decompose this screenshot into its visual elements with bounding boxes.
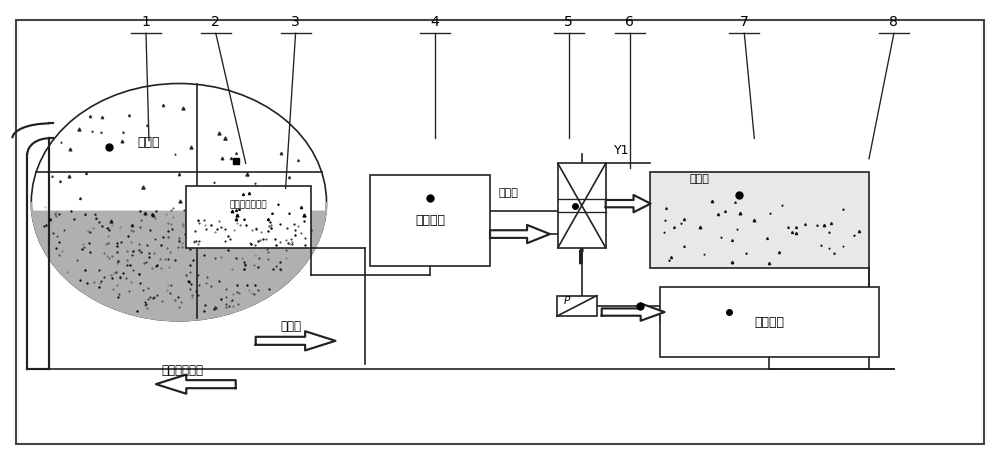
- Text: 过滤水: 过滤水: [281, 320, 302, 333]
- Text: 下水管道污水: 下水管道污水: [161, 364, 203, 376]
- Text: 4: 4: [431, 15, 440, 29]
- Text: 旋转式过滤装置: 旋转式过滤装置: [229, 200, 267, 209]
- Bar: [557, 296, 597, 316]
- Bar: [650, 173, 869, 268]
- Text: 增压水泵: 增压水泵: [415, 214, 445, 227]
- Polygon shape: [31, 202, 326, 321]
- Polygon shape: [606, 195, 651, 213]
- Text: 压力水: 压力水: [498, 188, 518, 198]
- Polygon shape: [156, 375, 236, 394]
- Text: 5: 5: [564, 15, 573, 29]
- Polygon shape: [490, 225, 550, 243]
- Polygon shape: [256, 331, 335, 350]
- Polygon shape: [602, 303, 665, 321]
- Text: 1: 1: [142, 15, 150, 29]
- Text: P: P: [564, 297, 570, 307]
- Text: 7: 7: [740, 15, 749, 29]
- Text: 排放池: 排放池: [690, 174, 709, 185]
- Text: 高压水泵: 高压水泵: [754, 316, 784, 329]
- Bar: [186, 186, 311, 248]
- Text: Y1: Y1: [614, 144, 629, 157]
- Text: 3: 3: [291, 15, 300, 29]
- Text: 2: 2: [211, 15, 220, 29]
- Ellipse shape: [31, 84, 326, 321]
- Text: 集污罐: 集污罐: [138, 136, 160, 149]
- Bar: [370, 175, 490, 266]
- Text: 6: 6: [625, 15, 634, 29]
- Bar: [558, 163, 606, 248]
- Bar: [660, 286, 879, 357]
- Text: 8: 8: [889, 15, 898, 29]
